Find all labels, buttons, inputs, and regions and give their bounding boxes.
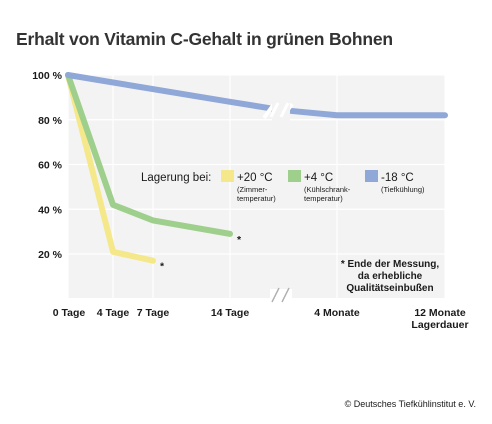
plot-background	[68, 75, 445, 298]
copyright-text: © Deutsches Tiefkühlinstitut e. V.	[344, 399, 476, 409]
annotation: * Ende der Messung,da erheblicheQualität…	[341, 259, 440, 294]
legend-label: Lagerung bei:	[141, 172, 211, 184]
y-tick-label: 20 %	[38, 249, 63, 261]
y-tick-label: 80 %	[38, 115, 63, 127]
y-tick-label: 60 %	[38, 160, 63, 172]
break-slash-bottom-2	[281, 287, 290, 303]
legend-item-sub: (Tiefkühlung)	[381, 185, 425, 194]
x-tick-label: 12 Monate	[414, 307, 466, 319]
series-line-zimmertemperatur	[65, 72, 156, 264]
axis-break	[262, 99, 294, 303]
series-line-kuehlschrank	[65, 72, 233, 237]
y-tick-labels: 100 % 80 % 60 % 40 % 20 %	[32, 70, 62, 261]
series-lines: **	[65, 72, 448, 273]
annotation-line: da erhebliche	[358, 271, 423, 282]
end-of-measurement-marker: *	[160, 261, 165, 273]
x-tick-labels: 0 Tage 4 Tage 7 Tage 14 Tage 4 Monate 12 Mona…	[53, 307, 469, 331]
y-tick-label: 40 %	[38, 204, 63, 216]
x-tick-label: 4 Tage	[97, 307, 130, 319]
legend-swatch	[288, 170, 301, 182]
legend-item-sub: temperatur)	[304, 194, 343, 203]
x-tick-label: 7 Tage	[137, 307, 170, 319]
legend-item-name: +4 °C	[304, 172, 333, 184]
x-tick-label: 4 Monate	[314, 307, 360, 319]
annotation-line: Qualitätseinbußen	[346, 283, 433, 294]
legend-swatch	[365, 170, 378, 182]
series-line-tiefkuehlung-2	[287, 107, 448, 119]
break-slash-top-1	[269, 102, 280, 118]
legend-item-name: +20 °C	[237, 172, 273, 184]
break-slash-bottom-1	[271, 287, 280, 303]
chart-title: Erhalt von Vitamin C-Gehalt in grünen Bo…	[16, 29, 393, 49]
y-tick-label: 100 %	[32, 70, 62, 82]
legend-item-sub: (Kühlschrank-	[304, 185, 351, 194]
legend-item-name: -18 °C	[381, 172, 414, 184]
break-slash-top-2	[279, 102, 290, 118]
end-of-measurement-marker: *	[237, 234, 242, 246]
legend-item-sub: (Zimmer-	[237, 185, 268, 194]
x-tick-label: 14 Tage	[211, 307, 249, 319]
x-tick-label: 0 Tage	[53, 307, 86, 319]
legend-swatch	[221, 170, 234, 182]
annotation-line: * Ende der Messung,	[341, 259, 440, 270]
x-axis-label: Lagerdauer	[411, 319, 468, 331]
series-line-tiefkuehlung-1	[65, 72, 275, 112]
legend-item-sub: temperatur)	[237, 194, 276, 203]
legend: Lagerung bei: +20 °C(Zimmer-temperatur) +4…	[141, 170, 425, 203]
